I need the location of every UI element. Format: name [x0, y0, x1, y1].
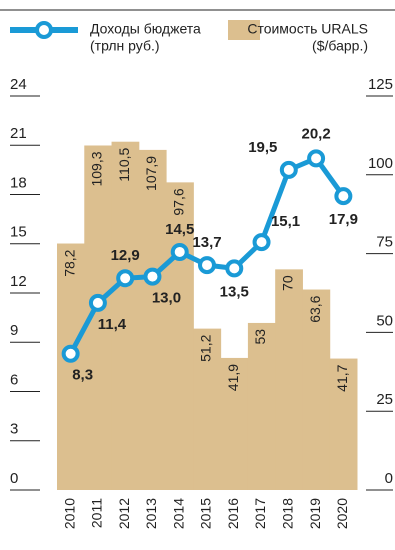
y-tick-label: 21: [10, 125, 27, 142]
bar-value-label: 41,7: [334, 364, 350, 391]
y2-tick-label: 0: [385, 470, 393, 487]
y-tick-label: 12: [10, 273, 27, 290]
line-marker: [307, 149, 326, 168]
line-marker: [279, 160, 298, 179]
x-tick-label: 2013: [143, 498, 159, 529]
y2-tick-label: 25: [376, 391, 393, 408]
bar: [275, 269, 303, 490]
x-tick-label: 2020: [334, 498, 350, 529]
y-tick-label: 0: [10, 470, 18, 487]
line-marker: [143, 267, 162, 286]
x-tick-label: 2016: [225, 498, 241, 529]
bar: [193, 328, 222, 490]
y-tick-label: 18: [10, 174, 27, 191]
y2-tick-label: 100: [368, 155, 393, 172]
line-value-label: 12,9: [111, 247, 140, 264]
line-value-label: 15,1: [271, 213, 300, 230]
x-tick-label: 2018: [280, 498, 296, 529]
y-tick-label: 3: [10, 421, 18, 438]
x-tick-label: 2019: [307, 498, 323, 529]
y-tick-label: 6: [10, 371, 18, 388]
legend-label: Стоимость URALS: [247, 21, 368, 37]
bar-value-label: 97,6: [170, 188, 186, 215]
x-tick-label: 2011: [89, 498, 105, 528]
bar-value-label: 109,3: [89, 151, 105, 186]
bar-value-label: 51,2: [198, 334, 214, 361]
y-tick-label: 9: [10, 322, 18, 339]
line-value-label: 17,9: [329, 211, 358, 228]
x-tick-label: 2017: [252, 498, 268, 529]
bar: [220, 357, 249, 490]
y2-tick-label: 50: [376, 312, 393, 329]
line-marker: [170, 242, 189, 261]
line-value-label: 19,5: [248, 139, 277, 156]
bar-value-label: 53: [252, 329, 268, 345]
bar: [111, 141, 140, 491]
line-marker: [225, 259, 244, 278]
line-marker: [61, 344, 80, 363]
y-tick-label: 24: [10, 76, 27, 93]
line-value-label: 13,7: [192, 234, 221, 251]
bar: [247, 322, 276, 490]
bar-value-label: 70: [280, 275, 296, 291]
x-tick-label: 2014: [170, 498, 186, 529]
y2-tick-label: 125: [368, 76, 393, 93]
bar: [302, 289, 331, 490]
bar-value-label: 110,5: [116, 147, 132, 181]
legend-label: Доходы бюджета: [90, 21, 201, 37]
line-marker: [198, 256, 216, 275]
line-marker: [334, 187, 353, 206]
line-marker: [116, 269, 135, 288]
bar: [329, 358, 358, 490]
legend-unit: ($/барр.): [312, 38, 368, 54]
bar: [57, 243, 85, 490]
bar-value-label: 78,2: [61, 249, 77, 276]
line-value-label: 8,3: [72, 367, 93, 384]
line-marker: [252, 233, 271, 252]
legend-unit: (трлн руб.): [90, 38, 160, 54]
line-value-label: 13,0: [152, 290, 181, 307]
line-value-label: 20,2: [301, 125, 330, 142]
line-value-label: 11,4: [98, 316, 127, 333]
x-tick-label: 2015: [198, 498, 214, 529]
y-tick-label: 15: [10, 224, 27, 241]
bar-value-label: 63,6: [307, 295, 323, 322]
x-tick-label: 2010: [61, 498, 77, 529]
legend-swatch: [228, 20, 260, 40]
bar-value-label: 41,9: [225, 364, 241, 391]
bar: [166, 182, 194, 490]
bar: [138, 149, 167, 490]
line-value-label: 14,5: [165, 221, 194, 238]
legend-marker: [35, 21, 53, 39]
line-value-label: 13,5: [220, 283, 249, 300]
x-tick-label: 2012: [116, 498, 132, 529]
line-marker: [88, 293, 107, 312]
y2-tick-label: 75: [376, 234, 393, 251]
bar-value-label: 107,9: [143, 156, 159, 191]
